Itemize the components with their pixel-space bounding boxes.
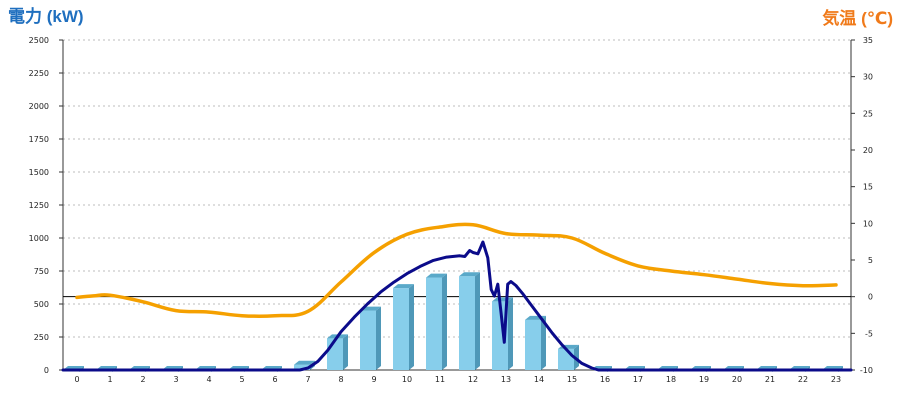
x-tick-label: 15 (567, 375, 577, 384)
bars (63, 272, 843, 372)
x-tick-label: 14 (534, 375, 544, 384)
x-tick-label: 8 (338, 375, 343, 384)
x-tick-label: 21 (765, 375, 775, 384)
right-tick-label: 20 (863, 146, 873, 155)
tick-labels: 02505007501000125015001750200022502500-1… (29, 36, 873, 384)
x-tick-label: 9 (371, 375, 376, 384)
left-tick-label: 1000 (29, 234, 49, 243)
bar-top (459, 272, 480, 277)
x-tick-label: 17 (633, 375, 643, 384)
right-tick-label: 30 (863, 73, 873, 82)
x-tick-label: 23 (831, 375, 841, 384)
bar-front (459, 276, 475, 370)
bar (426, 273, 447, 370)
bar-side (376, 306, 381, 370)
bar (525, 315, 546, 370)
right-tick-label: 35 (863, 36, 873, 45)
x-tick-label: 22 (798, 375, 808, 384)
x-tick-label: 20 (732, 375, 742, 384)
bar-side (343, 334, 348, 370)
x-tick-label: 2 (140, 375, 145, 384)
bar-side (541, 315, 546, 370)
bar-front (393, 288, 409, 370)
bar (327, 334, 348, 370)
right-tick-label: 5 (868, 256, 873, 265)
left-axis-title: 電力 (kW) (8, 6, 84, 26)
x-tick-label: 13 (501, 375, 511, 384)
lines (61, 222, 853, 372)
right-tick-label: -5 (865, 329, 873, 338)
bar-front (327, 338, 343, 370)
right-tick-label: -10 (860, 366, 873, 375)
x-tick-label: 0 (74, 375, 79, 384)
right-tick-label: 25 (863, 109, 873, 118)
grid (63, 39, 851, 338)
bar-front (426, 277, 442, 370)
x-tick-label: 1 (107, 375, 112, 384)
bar (492, 297, 513, 370)
bar (459, 272, 480, 370)
bar-front (294, 364, 310, 370)
bar (393, 284, 414, 370)
x-tick-label: 3 (173, 375, 178, 384)
power-line (61, 240, 853, 372)
x-tick-label: 12 (468, 375, 478, 384)
x-tick-label: 16 (600, 375, 610, 384)
temperature-line (75, 222, 838, 319)
bar-top (294, 360, 315, 365)
x-tick-label: 7 (305, 375, 310, 384)
bar-side (475, 272, 480, 370)
left-tick-label: 2000 (29, 102, 49, 111)
left-tick-label: 500 (34, 300, 49, 309)
x-tick-label: 4 (206, 375, 211, 384)
bar-front (558, 348, 574, 370)
x-tick-label: 11 (435, 375, 445, 384)
left-tick-label: 1500 (29, 168, 49, 177)
x-tick-label: 18 (666, 375, 676, 384)
bar-side (442, 273, 447, 370)
right-tick-label: 0 (868, 293, 873, 302)
bar-front (525, 319, 541, 370)
left-tick-label: 2250 (29, 69, 49, 78)
right-tick-label: 15 (863, 183, 873, 192)
right-axis-title: 気温 (℃) (821, 8, 893, 28)
bar-side (508, 297, 513, 370)
x-tick-label: 19 (699, 375, 709, 384)
x-tick-label: 5 (239, 375, 244, 384)
left-tick-label: 250 (34, 333, 49, 342)
bar (360, 306, 381, 370)
left-tick-label: 2500 (29, 36, 49, 45)
x-tick-label: 10 (402, 375, 412, 384)
x-tick-label: 6 (272, 375, 277, 384)
left-tick-label: 0 (44, 366, 49, 375)
bar-top (393, 284, 414, 289)
bar-side (409, 284, 414, 370)
right-tick-label: 10 (863, 219, 873, 228)
left-tick-label: 1250 (29, 201, 49, 210)
left-tick-label: 1750 (29, 135, 49, 144)
bar-top (426, 273, 447, 278)
bar-front (492, 301, 508, 370)
left-tick-label: 750 (34, 267, 49, 276)
bar-front (360, 310, 376, 370)
